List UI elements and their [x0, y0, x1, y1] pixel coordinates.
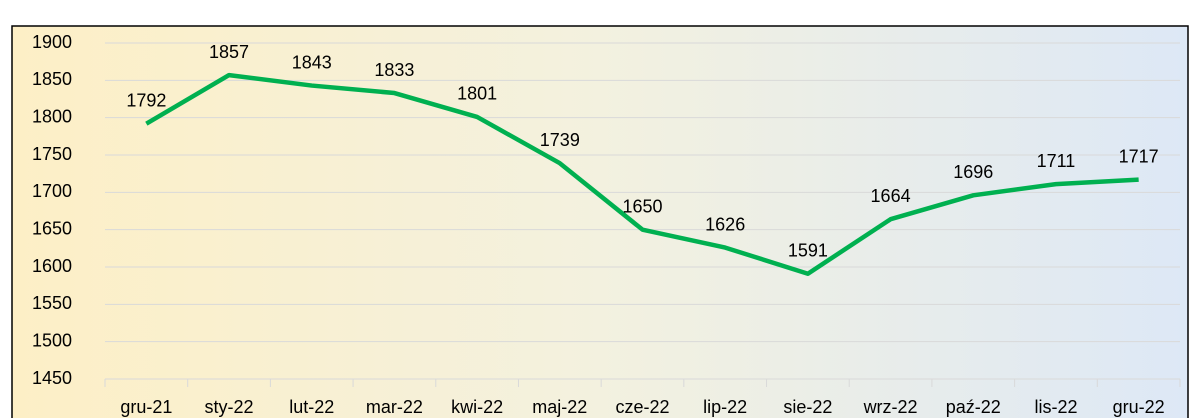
data-label: 1792: [126, 90, 166, 110]
x-tick-label: kwi-22: [451, 397, 503, 417]
y-tick-label: 1800: [32, 106, 72, 126]
y-tick-label: 1900: [32, 32, 72, 52]
data-label: 1664: [871, 186, 911, 206]
x-tick-label: sty-22: [205, 397, 254, 417]
x-tick-label: gru-21: [120, 397, 172, 417]
data-label: 1626: [705, 214, 745, 234]
x-tick-label: paź-22: [946, 397, 1001, 417]
data-label: 1717: [1119, 146, 1159, 166]
y-tick-label: 1750: [32, 144, 72, 164]
x-tick-label: lip-22: [703, 397, 747, 417]
y-tick-label: 1500: [32, 330, 72, 350]
x-tick-label: wrz-22: [863, 397, 918, 417]
data-label: 1801: [457, 84, 497, 104]
y-tick-label: 1850: [32, 69, 72, 89]
x-tick-label: cze-22: [615, 397, 669, 417]
y-tick-label: 1550: [32, 293, 72, 313]
y-tick-label: 1450: [32, 368, 72, 388]
x-tick-label: sie-22: [783, 397, 832, 417]
data-label: 1591: [788, 240, 828, 260]
data-label: 1739: [540, 130, 580, 150]
data-label: 1696: [953, 162, 993, 182]
y-tick-label: 1700: [32, 181, 72, 201]
y-tick-label: 1600: [32, 256, 72, 276]
data-label: 1857: [209, 42, 249, 62]
x-tick-label: gru-22: [1113, 397, 1165, 417]
x-tick-label: maj-22: [532, 397, 587, 417]
x-tick-label: lut-22: [289, 397, 334, 417]
data-label: 1711: [1037, 151, 1076, 171]
data-label: 1650: [622, 196, 662, 216]
data-label: 1833: [374, 60, 414, 80]
y-tick-label: 1650: [32, 218, 72, 238]
x-tick-label: mar-22: [366, 397, 423, 417]
data-line: [145, 72, 1139, 276]
data-label: 1843: [292, 52, 332, 72]
chart-frame: [11, 25, 1189, 418]
x-tick-label: lis-22: [1034, 397, 1077, 417]
